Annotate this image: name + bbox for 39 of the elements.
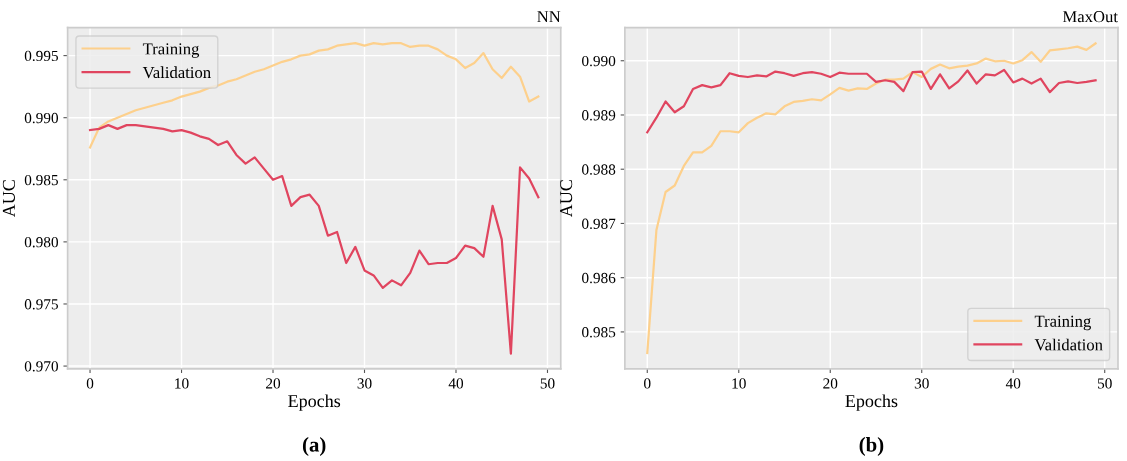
x-axis-title: Epochs: [845, 394, 898, 411]
x-tick-label: 30: [914, 378, 929, 389]
x-tick-label: 40: [1005, 378, 1021, 389]
x-axis-title: Epochs: [288, 394, 341, 411]
y-tick-label: 0.970: [24, 361, 59, 372]
y-axis-title: AUC: [2, 180, 15, 218]
x-tick-label: 50: [1097, 378, 1112, 389]
y-tick-label: 0.990: [24, 112, 59, 124]
y-tick-label: 0.988: [582, 164, 616, 175]
x-tick-label: 0: [86, 378, 94, 389]
line-series: [88, 124, 540, 355]
legend-label: Training: [1034, 315, 1091, 331]
x-tick-label: 20: [266, 378, 281, 389]
line-series: [88, 42, 540, 149]
y-axis-title: AUC: [560, 180, 573, 218]
x-tick-label: 10: [175, 378, 189, 389]
legend-label: Validation: [1034, 338, 1103, 351]
y-tick-label: 0.980: [24, 237, 59, 248]
chart-title: MaxOut: [1062, 11, 1118, 23]
chart-title: NN: [537, 11, 561, 23]
line-series: [646, 68, 1097, 134]
x-tick-label: 50: [540, 378, 555, 389]
y-tick-label: 0.975: [24, 299, 58, 310]
x-tick-label: 20: [823, 378, 838, 389]
x-tick-label: 0: [644, 378, 651, 389]
legend-label: Training: [142, 43, 200, 58]
legend-label: Validation: [142, 66, 211, 79]
y-tick-label: 0.995: [24, 50, 58, 62]
y-tick-label: 0.990: [582, 55, 616, 67]
y-tick-label: 0.985: [582, 327, 616, 338]
y-tick-label: 0.986: [582, 272, 616, 284]
y-tick-label: 0.989: [582, 110, 616, 121]
x-tick-label: 30: [357, 378, 372, 389]
text: (b): [859, 437, 884, 456]
x-tick-label: 40: [448, 378, 464, 389]
text: (a): [302, 437, 326, 456]
y-tick-label: 0.987: [582, 218, 616, 229]
y-tick-label: 0.985: [24, 174, 58, 186]
x-tick-label: 10: [732, 378, 746, 389]
